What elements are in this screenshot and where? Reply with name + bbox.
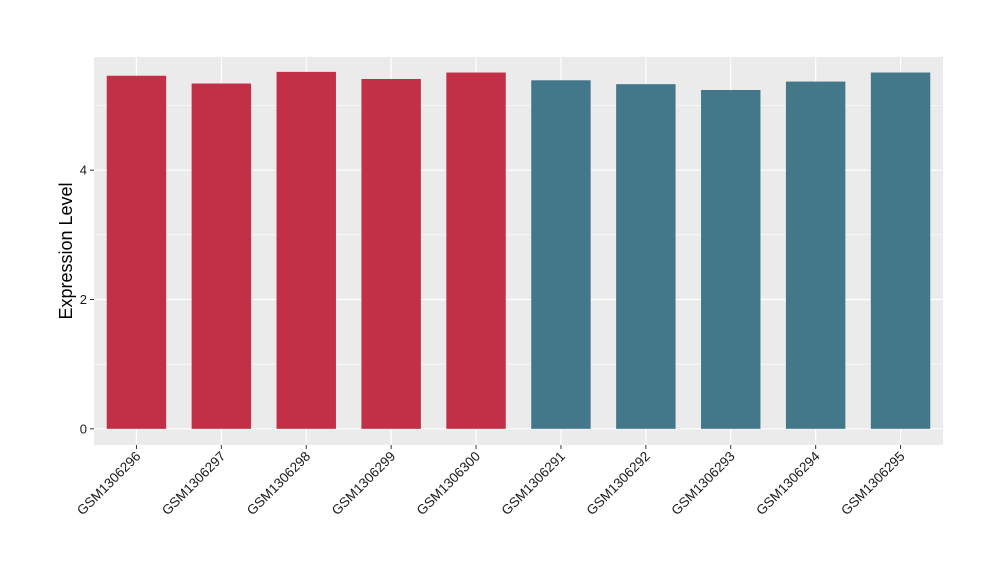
x-tick-label: GSM1306294 — [753, 448, 823, 518]
x-tick-label: GSM1306297 — [159, 449, 229, 519]
y-axis: 0 2 4 — [80, 163, 94, 436]
bar-GSM1306294 — [785, 81, 846, 429]
y-tick-label: 2 — [80, 292, 87, 307]
bar-GSM1306295 — [870, 72, 931, 429]
x-tick-label: GSM1306291 — [499, 449, 569, 519]
bar-GSM1306299 — [361, 78, 421, 429]
x-tick-label: GSM1306296 — [74, 449, 144, 519]
y-axis-title: Expression Level — [56, 182, 76, 319]
bars-group — [106, 71, 931, 429]
y-tick-label: 0 — [80, 421, 87, 436]
bar-GSM1306298 — [276, 71, 336, 429]
bar-GSM1306300 — [446, 72, 506, 429]
bar-GSM1306296 — [106, 75, 167, 429]
bar-GSM1306292 — [616, 84, 676, 429]
x-tick-label: GSM1306300 — [414, 449, 484, 519]
x-tick-label: GSM1306292 — [583, 449, 653, 519]
x-axis: GSM1306296 GSM1306297 GSM1306298 GSM1306299… — [74, 445, 908, 518]
bar-GSM1306297 — [191, 83, 252, 429]
bar-GSM1306293 — [701, 89, 761, 429]
y-tick-label: 4 — [80, 163, 87, 178]
x-tick-label: GSM1306295 — [838, 449, 908, 519]
bar-GSM1306291 — [531, 80, 591, 429]
x-tick-label: GSM1306298 — [244, 449, 314, 519]
x-tick-label: GSM1306293 — [668, 449, 738, 519]
x-tick-label: GSM1306299 — [329, 449, 399, 519]
